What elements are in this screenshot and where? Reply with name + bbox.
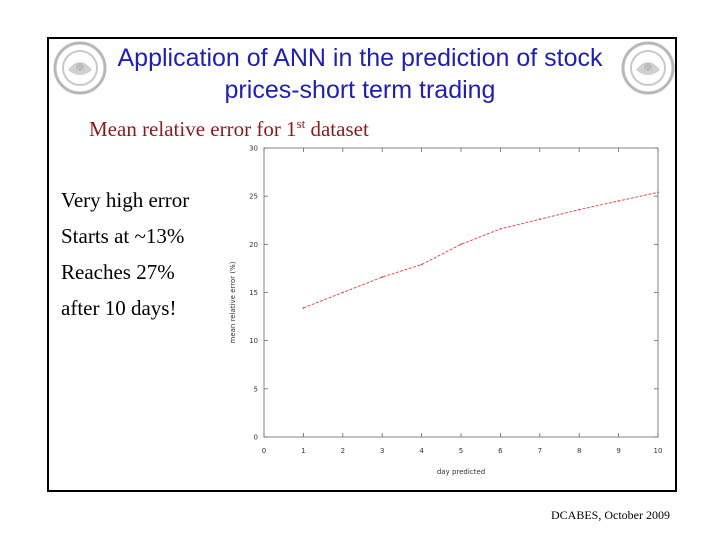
series-point: [381, 276, 384, 278]
x-tick-label: 2: [341, 447, 345, 455]
x-tick-label: 5: [459, 447, 463, 455]
series-point: [341, 291, 344, 294]
subtitle-superscript: st: [296, 116, 306, 131]
series-point: [578, 208, 581, 211]
bullet-list: Very high error Starts at ~13% Reaches 2…: [61, 182, 189, 326]
y-tick-label: 25: [249, 193, 258, 201]
x-tick-label: 7: [538, 447, 542, 455]
y-tick-label: 10: [249, 337, 258, 345]
bullet-item: Starts at ~13%: [61, 224, 185, 248]
slide-footer: DCABES, October 2009: [551, 508, 670, 522]
y-tick-label: 20: [249, 241, 258, 249]
series-point: [499, 228, 502, 230]
series-point: [420, 263, 423, 266]
y-tick-label: 30: [249, 145, 258, 153]
x-tick-label: 9: [616, 447, 620, 455]
y-tick-label: 5: [254, 385, 258, 393]
x-tick-label: 3: [380, 447, 384, 455]
x-tick-label: 1: [301, 447, 305, 455]
series-line: [303, 191, 659, 309]
y-axis-label: mean relative error (%): [229, 261, 237, 343]
x-tick-label: 0: [262, 447, 266, 455]
x-tick-label: 10: [654, 447, 663, 455]
slide-title: Application of ANN in the prediction of …: [60, 42, 660, 106]
subtitle-text: Mean relative error for 1: [89, 117, 297, 141]
series-point: [460, 243, 462, 246]
bullet-item: after 10 days!: [61, 296, 177, 320]
chart-subtitle: Mean relative error for 1st dataset: [89, 116, 369, 142]
series-point: [617, 200, 620, 202]
x-tick-label: 4: [419, 447, 424, 455]
x-tick-label: 6: [498, 447, 503, 455]
y-tick-label: 0: [254, 434, 258, 442]
title-line-2: prices-short term trading: [224, 76, 496, 104]
bullet-item: Very high error: [61, 188, 190, 212]
university-seal-icon: [53, 41, 107, 95]
series-point: [302, 307, 305, 309]
series-point: [538, 218, 541, 221]
y-tick-label: 15: [249, 289, 258, 297]
bullet-item: Reaches 27%: [61, 260, 175, 284]
error-line-chart: 0 1 2 3 4 5 6 7 8 9 10 0 5 10 15 20 25 30 day predicted mea…: [222, 140, 672, 480]
chart-background: [222, 140, 672, 480]
subtitle-suffix: dataset: [305, 117, 369, 141]
series-point: [657, 191, 659, 194]
university-seal-icon: [621, 41, 675, 95]
title-line-1: Application of ANN in the prediction of …: [117, 44, 603, 72]
x-tick-label: 8: [577, 447, 581, 455]
x-axis-label: day predicted: [437, 468, 485, 476]
